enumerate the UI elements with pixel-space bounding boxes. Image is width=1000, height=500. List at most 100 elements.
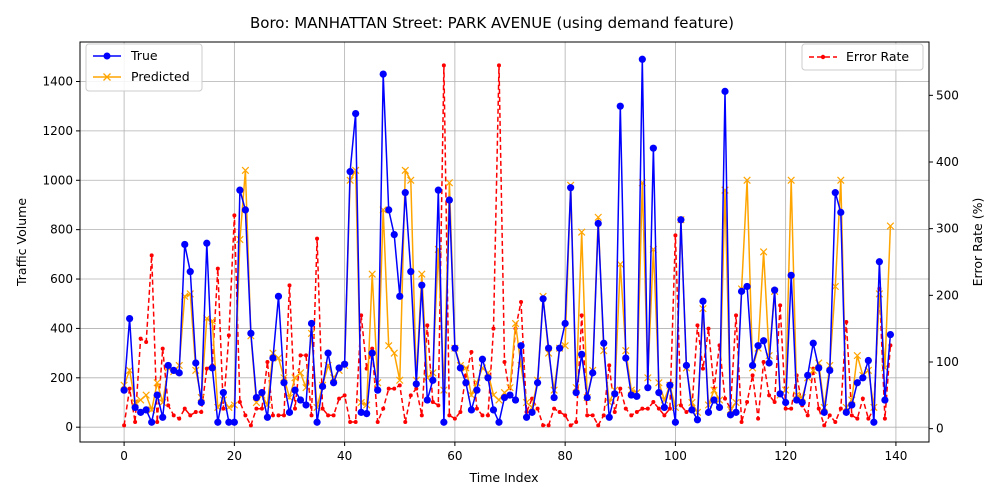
y-axis-label: Traffic Volume <box>14 198 29 287</box>
data-point <box>462 379 470 387</box>
data-point <box>660 403 668 412</box>
data-point <box>875 290 884 298</box>
data-point <box>759 248 768 256</box>
data-point <box>414 386 419 391</box>
data-point <box>243 413 248 418</box>
data-point <box>782 398 790 407</box>
data-point <box>859 374 867 382</box>
y-tick-label: 1400 <box>42 75 73 89</box>
data-point <box>552 406 557 411</box>
data-point <box>379 70 387 78</box>
data-point <box>363 410 371 418</box>
data-point <box>756 416 761 421</box>
data-point <box>816 406 821 411</box>
data-point <box>445 196 453 204</box>
data-point <box>485 413 490 418</box>
data-point <box>519 300 524 304</box>
data-point <box>270 413 275 418</box>
data-point <box>451 344 459 352</box>
y2-tick-label: 0 <box>936 422 944 436</box>
data-point <box>131 403 139 412</box>
series-layer <box>120 55 895 428</box>
data-point <box>248 423 253 428</box>
data-point <box>241 206 249 214</box>
plot-frame <box>79 41 930 443</box>
data-point <box>671 418 680 426</box>
data-point <box>263 413 272 421</box>
data-point <box>440 418 448 426</box>
data-point <box>502 360 507 364</box>
data-point <box>695 323 700 328</box>
data-point <box>153 391 161 399</box>
data-point <box>737 287 746 295</box>
data-point <box>390 230 398 239</box>
data-point <box>408 393 413 398</box>
data-point <box>423 396 431 404</box>
data-point <box>331 413 336 418</box>
x-tick-label: 140 <box>884 449 907 463</box>
data-point <box>237 400 242 404</box>
data-point <box>833 420 838 424</box>
data-point <box>126 314 134 323</box>
data-point <box>594 219 602 228</box>
data-point <box>467 406 476 414</box>
data-point <box>298 353 303 358</box>
data-point <box>144 340 149 344</box>
data-point <box>787 176 795 184</box>
data-point <box>357 408 365 416</box>
y-tick-label: 0 <box>65 420 73 434</box>
data-point <box>362 401 371 409</box>
data-point <box>578 350 586 358</box>
data-point <box>181 240 189 249</box>
data-point <box>149 253 154 258</box>
data-point <box>287 283 292 288</box>
data-point <box>236 186 244 194</box>
data-point <box>831 189 839 197</box>
data-point <box>155 420 160 424</box>
y-tick-label: 1000 <box>42 173 73 187</box>
data-point <box>254 406 259 411</box>
data-point <box>866 416 871 421</box>
data-point <box>226 333 231 338</box>
data-point <box>827 413 832 418</box>
data-point <box>822 423 827 428</box>
data-point <box>710 386 718 394</box>
data-point <box>761 360 766 364</box>
data-point <box>193 410 198 414</box>
data-point <box>750 373 755 378</box>
legend-right: Error Rate <box>801 43 924 71</box>
data-point <box>656 406 661 411</box>
y2-tick-label: 300 <box>936 222 959 236</box>
legend-right-box <box>801 43 924 71</box>
data-point <box>815 364 823 372</box>
data-point <box>381 406 386 411</box>
data-point <box>500 393 509 402</box>
data-point <box>528 408 536 416</box>
data-point <box>667 406 672 411</box>
data-point <box>622 354 630 362</box>
data-point <box>247 329 255 337</box>
data-point <box>848 401 856 409</box>
data-point <box>634 410 639 414</box>
data-point <box>219 389 227 397</box>
data-point <box>787 271 795 279</box>
data-point <box>122 423 127 428</box>
data-point <box>326 413 331 418</box>
data-point <box>208 364 216 372</box>
data-point <box>820 408 828 416</box>
y-tick-label: 1200 <box>42 124 73 138</box>
data-point <box>666 381 674 389</box>
data-point <box>434 186 442 194</box>
data-point <box>397 383 402 388</box>
data-point <box>164 361 172 370</box>
data-point <box>783 406 788 411</box>
data-point <box>771 286 779 294</box>
data-point <box>838 406 843 411</box>
data-point <box>456 364 464 372</box>
y2-tick-label: 100 <box>936 355 959 369</box>
data-point <box>506 391 514 399</box>
data-point <box>241 166 250 175</box>
data-point <box>837 176 845 184</box>
data-point <box>567 184 575 192</box>
